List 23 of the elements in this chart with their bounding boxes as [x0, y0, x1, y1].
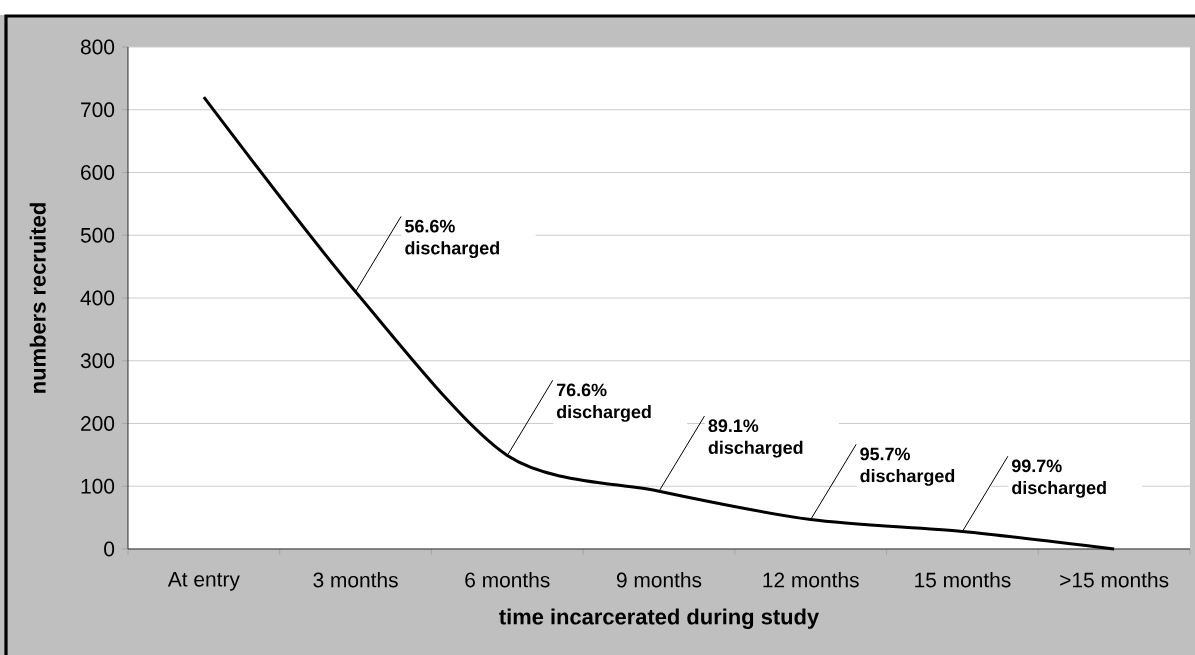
- annotation: 76.6% discharged: [556, 383, 651, 422]
- y-tick-label: 800: [80, 39, 115, 55]
- y-axis-title: numbers recruited: [29, 203, 46, 393]
- annotation: 89.1% discharged: [708, 419, 803, 458]
- x-tick-label: At entry: [167, 572, 240, 591]
- y-tick-label: 500: [80, 227, 115, 243]
- x-tick-label: 9 months: [616, 572, 702, 588]
- y-tick-label: 600: [81, 165, 115, 180]
- y-tick-label: 200: [81, 416, 115, 431]
- annotation: 99.7% discharged: [1011, 459, 1106, 498]
- x-tick-label: >15 months: [1060, 572, 1169, 588]
- y-tick-label: 700: [81, 102, 115, 118]
- x-tick-label: 15 months: [915, 572, 1011, 588]
- annotation: 95.7% discharged: [860, 447, 955, 486]
- x-tick-label: 3 months: [313, 572, 398, 588]
- y-tick-label: 100: [81, 478, 115, 494]
- y-tick-label: 0: [104, 541, 115, 557]
- y-tick-label: 400: [80, 290, 115, 306]
- x-axis-title: time incarcerated during study: [499, 608, 820, 629]
- x-tick-label: 6 months: [465, 572, 550, 588]
- annotation: 56.6% discharged: [405, 219, 499, 259]
- x-tick-label: 12 months: [763, 572, 859, 588]
- y-tick-label: 300: [80, 353, 115, 369]
